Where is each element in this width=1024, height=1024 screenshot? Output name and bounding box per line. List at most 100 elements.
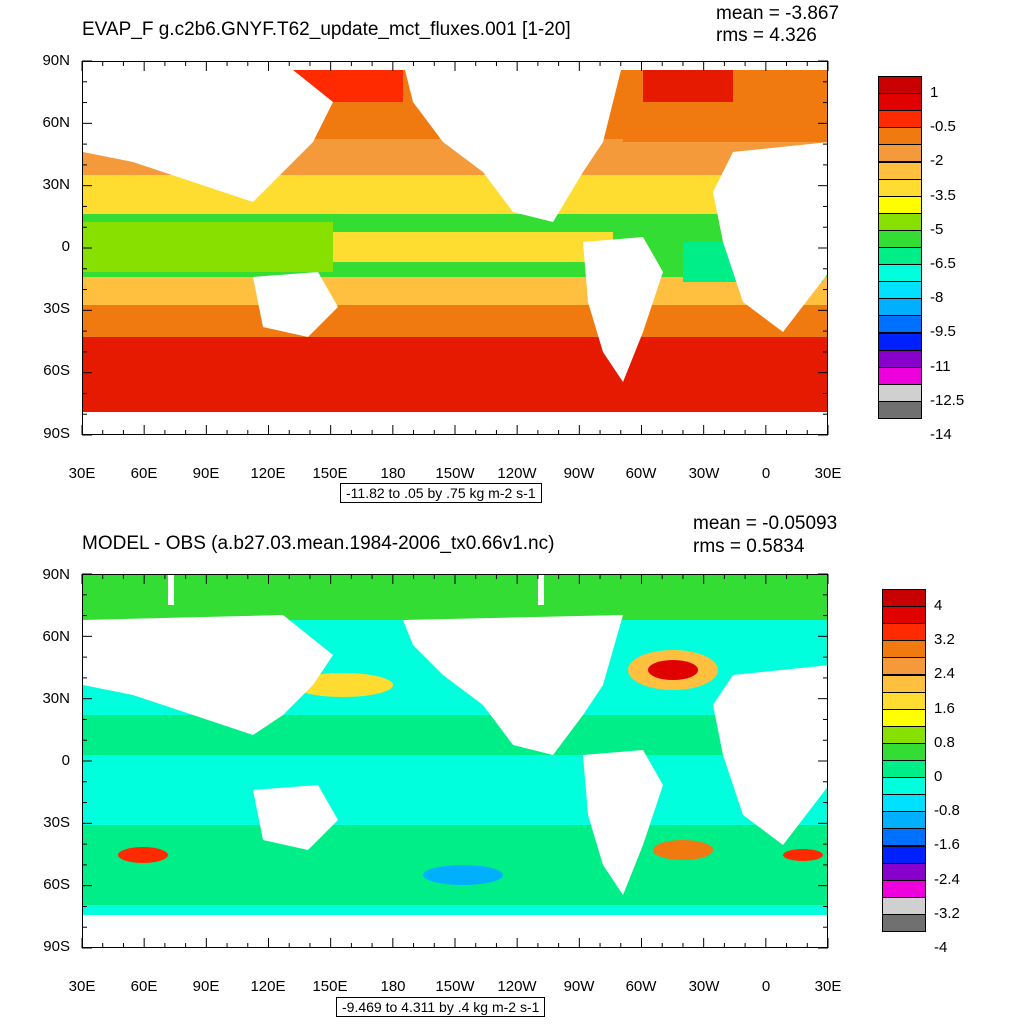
lat-label: 90S bbox=[43, 938, 70, 955]
colorbar-label: -9.5 bbox=[930, 323, 956, 341]
colorbar-swatch bbox=[878, 110, 922, 129]
panel-evap: EVAP_F g.c2b6.GNYF.T62_update_mct_fluxes… bbox=[42, 3, 998, 503]
colorbar-swatch bbox=[878, 178, 922, 197]
colorbar-label: -12.5 bbox=[930, 391, 965, 409]
mean-value: mean = -0.05093 bbox=[693, 513, 838, 534]
lat-label: 60N bbox=[42, 628, 70, 645]
lon-label: 150W bbox=[435, 978, 475, 995]
land-antarctica bbox=[83, 412, 827, 434]
colorbar-swatch bbox=[878, 144, 922, 163]
colorbar-swatch bbox=[882, 845, 926, 864]
colorbar-swatch bbox=[882, 777, 926, 796]
colorbar-label: 0.8 bbox=[934, 733, 955, 751]
land-africa bbox=[713, 665, 827, 845]
lon-label: 180 bbox=[380, 978, 406, 995]
colorbar-label: -11 bbox=[930, 357, 951, 375]
evap-field bbox=[83, 62, 827, 434]
panel-title: EVAP_F g.c2b6.GNYF.T62_update_mct_fluxes… bbox=[82, 19, 571, 40]
colorbar-label: -2.4 bbox=[934, 870, 960, 888]
colorbar-swatch bbox=[882, 828, 926, 847]
panel-title: MODEL - OBS (a.b27.03.mean.1984-2006_tx0… bbox=[82, 533, 555, 554]
colorbar-swatch bbox=[878, 195, 922, 214]
land-australia bbox=[253, 272, 338, 337]
land-africa bbox=[713, 142, 827, 332]
lon-label: 0 bbox=[761, 465, 771, 482]
land-south-america bbox=[583, 237, 663, 382]
lat-label: 90N bbox=[42, 566, 70, 583]
lon-label: 60W bbox=[625, 978, 657, 995]
lon-label: 150E bbox=[312, 465, 348, 482]
lon-label: 30E bbox=[814, 465, 842, 482]
lon-label: 60E bbox=[130, 465, 158, 482]
lat-label: 60S bbox=[43, 362, 70, 379]
colorbar-swatch bbox=[882, 896, 926, 915]
colorbar-swatch bbox=[882, 691, 926, 710]
colorbar-swatch bbox=[878, 76, 922, 95]
land-eurasia bbox=[83, 615, 333, 735]
colorbar-swatch bbox=[882, 657, 926, 676]
lon-label: 120E bbox=[250, 465, 286, 482]
colorbar-label: -1.6 bbox=[934, 836, 960, 854]
contour-info-box: -9.469 to 4.311 by .4 kg m-2 s-1 bbox=[336, 997, 546, 1017]
colorbar-label: -3.2 bbox=[934, 904, 960, 922]
colorbar-swatch bbox=[882, 589, 926, 608]
colorbar-swatch bbox=[878, 93, 922, 112]
colorbar-label: 1.6 bbox=[934, 699, 955, 717]
contour-info-box: -11.82 to .05 by .75 kg m-2 s-1 bbox=[340, 483, 542, 503]
colorbar-label: -8 bbox=[930, 289, 944, 307]
colorbar-label: -14 bbox=[930, 426, 952, 443]
colorbar-label: -0.8 bbox=[934, 802, 960, 820]
lon-label: 60W bbox=[625, 465, 657, 482]
lon-label: 150W bbox=[435, 465, 475, 482]
colorbar-label: 2.4 bbox=[934, 665, 955, 683]
colorbar-swatch bbox=[878, 247, 922, 266]
colorbar-evap: 1 -0.5 -2 -3.5 -5 -6.5 -8 -9.5 -11 -12.5 -14 bbox=[878, 76, 998, 443]
colorbar-swatch bbox=[882, 725, 926, 744]
colorbar-swatch bbox=[882, 794, 926, 813]
lon-label: 180 bbox=[380, 465, 406, 482]
lat-label: 0 bbox=[61, 752, 70, 769]
land-eurasia bbox=[83, 62, 333, 202]
lon-label: 30E bbox=[68, 978, 96, 995]
model-obs-field bbox=[83, 575, 827, 947]
colorbar-swatch bbox=[878, 366, 922, 385]
colorbar-label: -0.5 bbox=[930, 118, 956, 136]
panel-model-obs: MODEL - OBS (a.b27.03.mean.1984-2006_tx0… bbox=[0, 512, 1024, 1024]
colorbar-swatch bbox=[878, 127, 922, 146]
colorbar-swatch bbox=[882, 640, 926, 659]
lon-label: 60E bbox=[130, 978, 158, 995]
colorbar-swatch bbox=[878, 264, 922, 283]
colorbar-label: 1 bbox=[930, 84, 939, 101]
lat-label: 60S bbox=[43, 876, 70, 893]
land-north-america bbox=[403, 62, 623, 222]
colorbar-label: -2 bbox=[930, 152, 944, 170]
colorbar-model-obs: 4 3.2 2.4 1.6 0.8 0 -0.8 -1.6 -2.4 -3.2 -4 bbox=[882, 589, 1002, 956]
colorbar-label: -5 bbox=[930, 220, 944, 238]
lon-label: 30E bbox=[814, 978, 842, 995]
colorbar-swatch bbox=[878, 161, 922, 180]
colorbar-swatch bbox=[882, 742, 926, 761]
colorbar-swatch bbox=[882, 606, 926, 625]
map-evap bbox=[82, 61, 828, 435]
colorbar-swatch bbox=[882, 879, 926, 898]
lat-label: 90S bbox=[43, 425, 70, 442]
lat-label: 30N bbox=[42, 690, 70, 707]
colorbar-swatch bbox=[878, 383, 922, 402]
lon-label: 30W bbox=[688, 978, 720, 995]
land-australia bbox=[253, 785, 338, 850]
lon-label: 150E bbox=[312, 978, 348, 995]
colorbar-swatch bbox=[878, 349, 922, 368]
rms-value: rms = 4.326 bbox=[716, 25, 817, 46]
lat-label: 60N bbox=[42, 114, 70, 131]
map-model-obs bbox=[82, 574, 828, 948]
colorbar-swatch bbox=[878, 229, 922, 248]
colorbar-label: 0 bbox=[934, 768, 943, 785]
lat-label: 90N bbox=[42, 52, 70, 69]
lat-label: 30N bbox=[42, 176, 70, 193]
colorbar-swatch bbox=[878, 315, 922, 334]
land-antarctica bbox=[83, 915, 827, 947]
lat-label: 30S bbox=[43, 300, 70, 317]
lat-label: 30S bbox=[43, 814, 70, 831]
lon-label: 90W bbox=[563, 465, 595, 482]
colorbar-swatch bbox=[878, 212, 922, 231]
